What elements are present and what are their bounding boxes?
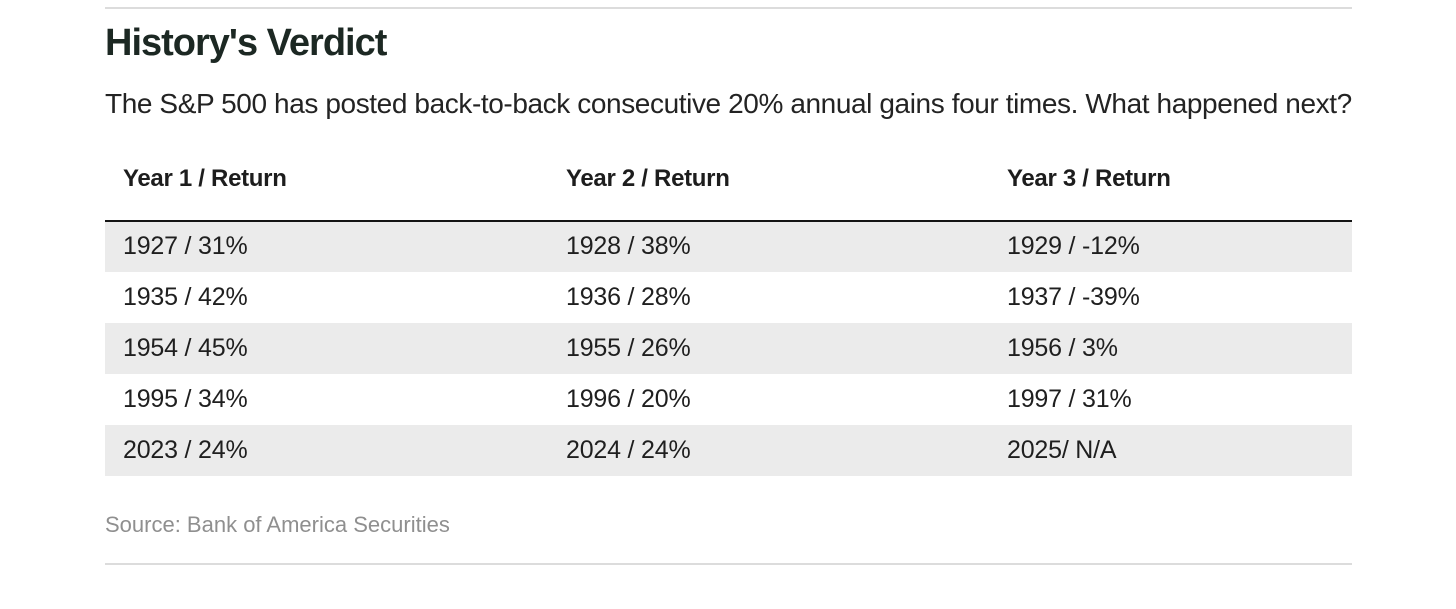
table-cell: 2024 / 24% <box>566 435 691 464</box>
table-header-row: Year 1 / Return Year 2 / Return Year 3 /… <box>105 165 1352 221</box>
returns-table: Year 1 / Return Year 2 / Return Year 3 /… <box>105 165 1352 476</box>
table-cell: 1937 / -39% <box>1007 282 1140 311</box>
bottom-divider <box>105 562 1352 565</box>
table-row: 1995 / 34% 1996 / 20% 1997 / 31% <box>105 374 1352 425</box>
article-graphic: History's Verdict The S&P 500 has posted… <box>105 7 1352 565</box>
table-cell: 1927 / 31% <box>123 232 248 261</box>
page-title: History's Verdict <box>105 22 387 64</box>
table-cell: 1936 / 28% <box>566 282 691 311</box>
source-attribution: Source: Bank of America Securities <box>105 511 450 537</box>
table-cell: 1954 / 45% <box>123 333 248 362</box>
table-cell: 2023 / 24% <box>123 435 248 464</box>
top-divider <box>105 7 1352 9</box>
table-cell: 2025/ N/A <box>1007 435 1117 464</box>
table-cell: 1996 / 20% <box>566 384 691 413</box>
table-cell: 1995 / 34% <box>123 384 248 413</box>
table-cell: 1955 / 26% <box>566 333 691 362</box>
column-header-year1-return: Year 1 / Return <box>123 164 287 192</box>
table-row: 1954 / 45% 1955 / 26% 1956 / 3% <box>105 322 1352 374</box>
table-cell: 1928 / 38% <box>566 232 691 261</box>
table-cell: 1929 / -12% <box>1007 232 1140 261</box>
page-subtitle: The S&P 500 has posted back-to-back cons… <box>105 87 1352 119</box>
table-cell: 1956 / 3% <box>1007 333 1118 362</box>
table-row: 2023 / 24% 2024 / 24% 2025/ N/A <box>105 424 1352 476</box>
table-row: 1935 / 42% 1936 / 28% 1937 / -39% <box>105 272 1352 323</box>
column-header-year3-return: Year 3 / Return <box>1007 164 1171 192</box>
table-cell: 1935 / 42% <box>123 282 248 311</box>
column-header-year2-return: Year 2 / Return <box>566 164 730 192</box>
table-cell: 1997 / 31% <box>1007 384 1132 413</box>
table-row: 1927 / 31% 1928 / 38% 1929 / -12% <box>105 220 1352 272</box>
